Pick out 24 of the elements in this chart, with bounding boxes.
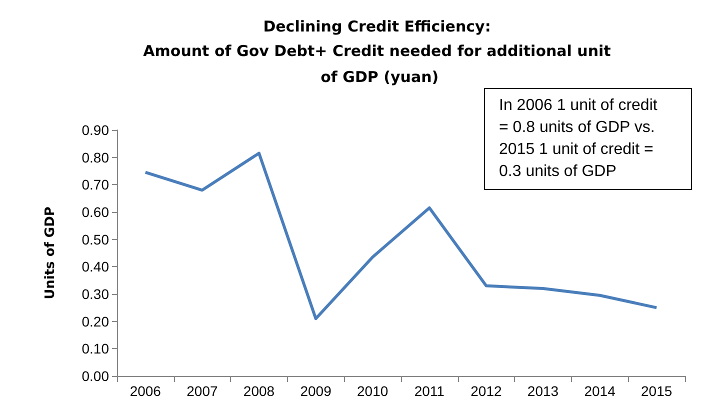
x-tick-label: 2007 (186, 383, 218, 399)
y-tick-label: 0.50 (82, 231, 110, 248)
y-tick-label: 0.00 (82, 368, 110, 384)
y-tick-label: 0.10 (82, 340, 110, 357)
chart-title: Declining Credit Efficiency: (263, 18, 491, 36)
y-tick-label: 0.90 (82, 122, 110, 138)
annotation: In 2006 1 unit of credit = 0.8 units of GDP vs. 2015 1 unit of credit = 0.3 units of GDP (484, 88, 692, 190)
y-tick-label: 0.70 (82, 176, 110, 193)
x-tick-label: 2012 (470, 383, 502, 399)
y-axis-title: Units of GDP (43, 206, 58, 300)
chart-subtitle: Amount of Gov Debt+ Credit needed for additional unit of GDP (yuan) (143, 42, 611, 86)
y-tick-label: 0.30 (82, 286, 110, 302)
x-tick-label: 2015 (641, 383, 672, 399)
x-tick-label: 2011 (414, 383, 445, 399)
y-tick-label: 0.20 (82, 313, 110, 330)
x-tick-label: 2006 (130, 383, 162, 399)
y-tick-label: 0.80 (82, 149, 110, 166)
y-tick-label: 0.60 (82, 204, 110, 220)
x-tick-label: 2009 (300, 383, 332, 399)
x-tick-label: 2008 (243, 383, 275, 399)
x-tick-label: 2010 (357, 383, 388, 399)
y-tick-label: 0.40 (82, 258, 110, 275)
x-tick-label: 2014 (584, 383, 616, 399)
x-tick-label: 2013 (527, 383, 559, 399)
